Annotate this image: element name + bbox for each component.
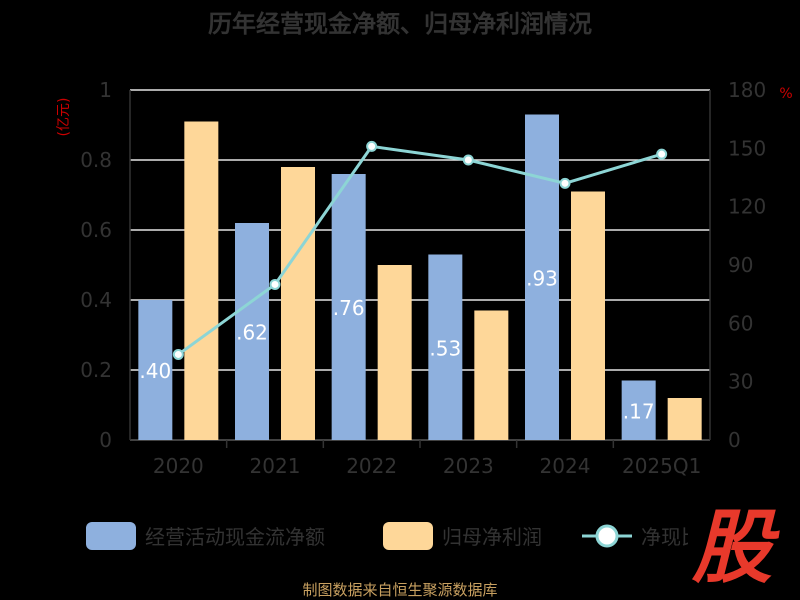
x-tick-label: 2020 bbox=[153, 454, 204, 478]
logo-mark: 股 bbox=[691, 501, 780, 594]
logo-background bbox=[688, 500, 800, 590]
left-axis-unit: (亿元) bbox=[56, 98, 72, 137]
bar-net-profit bbox=[281, 167, 315, 440]
bar-net-profit bbox=[377, 265, 412, 440]
x-tick-label: 2025Q1 bbox=[622, 454, 701, 478]
ratio-line bbox=[172, 140, 668, 360]
right-tick-label: 30 bbox=[728, 370, 753, 394]
x-axis-ticks: 2020 2021 2022 2023 2024 2025Q1 bbox=[153, 440, 701, 478]
right-tick-label: 90 bbox=[728, 253, 753, 277]
left-tick-label: 1 bbox=[99, 78, 112, 102]
right-axis-unit: % bbox=[779, 86, 792, 102]
ratio-point bbox=[656, 148, 668, 160]
ratio-point bbox=[462, 154, 474, 166]
bars bbox=[138, 114, 702, 440]
left-tick-label: 0.6 bbox=[80, 218, 112, 242]
x-tick-label: 2024 bbox=[540, 454, 591, 478]
right-tick-label: 180 bbox=[728, 78, 766, 102]
bar-value-label: .62 bbox=[236, 321, 268, 345]
bar-net-profit bbox=[184, 121, 219, 440]
left-tick-label: 0.2 bbox=[80, 358, 112, 382]
right-tick-label: 120 bbox=[728, 195, 766, 219]
ratio-point bbox=[172, 348, 184, 360]
bar-operating-cash bbox=[525, 114, 559, 440]
ratio-line-path bbox=[177, 144, 663, 356]
bar-value-label: .93 bbox=[526, 266, 558, 290]
x-tick-label: 2021 bbox=[250, 454, 301, 478]
legend-label-operating-cash: 经营活动现金流净额 bbox=[145, 525, 325, 549]
bar-operating-cash bbox=[621, 380, 656, 440]
legend-swatch-operating-cash bbox=[86, 522, 136, 550]
legend-marker-ratio bbox=[595, 524, 619, 548]
bar-value-label: .17 bbox=[623, 399, 655, 423]
bar-value-label: .53 bbox=[429, 336, 461, 360]
legend-swatch-net-profit bbox=[383, 522, 433, 550]
left-tick-label: 0.4 bbox=[80, 288, 112, 312]
x-tick-label: 2022 bbox=[346, 454, 397, 478]
bar-value-label: .76 bbox=[333, 296, 365, 320]
ratio-point bbox=[559, 177, 571, 189]
bar-labels: .40 .62 .76 .53 .93 .17 bbox=[139, 266, 654, 423]
bar-operating-cash bbox=[235, 223, 269, 440]
right-tick-label: 60 bbox=[728, 311, 753, 335]
bar-net-profit bbox=[474, 310, 509, 440]
right-axis-ticks: 0 30 60 90 120 150 180 bbox=[728, 78, 766, 452]
ratio-point bbox=[269, 278, 281, 290]
legend-label-net-profit: 归母净利润 bbox=[442, 525, 542, 549]
chart-title: 历年经营现金净额、归母净利润情况 bbox=[208, 10, 592, 38]
right-tick-label: 150 bbox=[728, 136, 766, 160]
bar-value-label: .40 bbox=[139, 359, 171, 383]
ratio-point bbox=[366, 140, 378, 152]
left-axis-ticks: 0 0.2 0.4 0.6 0.8 1 bbox=[80, 78, 112, 452]
bar-net-profit bbox=[667, 398, 702, 440]
bar-operating-cash bbox=[428, 254, 463, 440]
right-tick-label: 0 bbox=[728, 428, 741, 452]
bar-operating-cash bbox=[138, 300, 173, 440]
bar-net-profit bbox=[571, 191, 605, 440]
data-source: 制图数据来自恒生聚源数据库 bbox=[302, 581, 497, 599]
x-tick-label: 2023 bbox=[443, 454, 494, 478]
legend: 经营活动现金流净额 归母净利润 净现比 bbox=[86, 522, 701, 550]
bar-operating-cash bbox=[331, 174, 366, 440]
left-tick-label: 0 bbox=[99, 428, 112, 452]
left-tick-label: 0.8 bbox=[80, 148, 112, 172]
